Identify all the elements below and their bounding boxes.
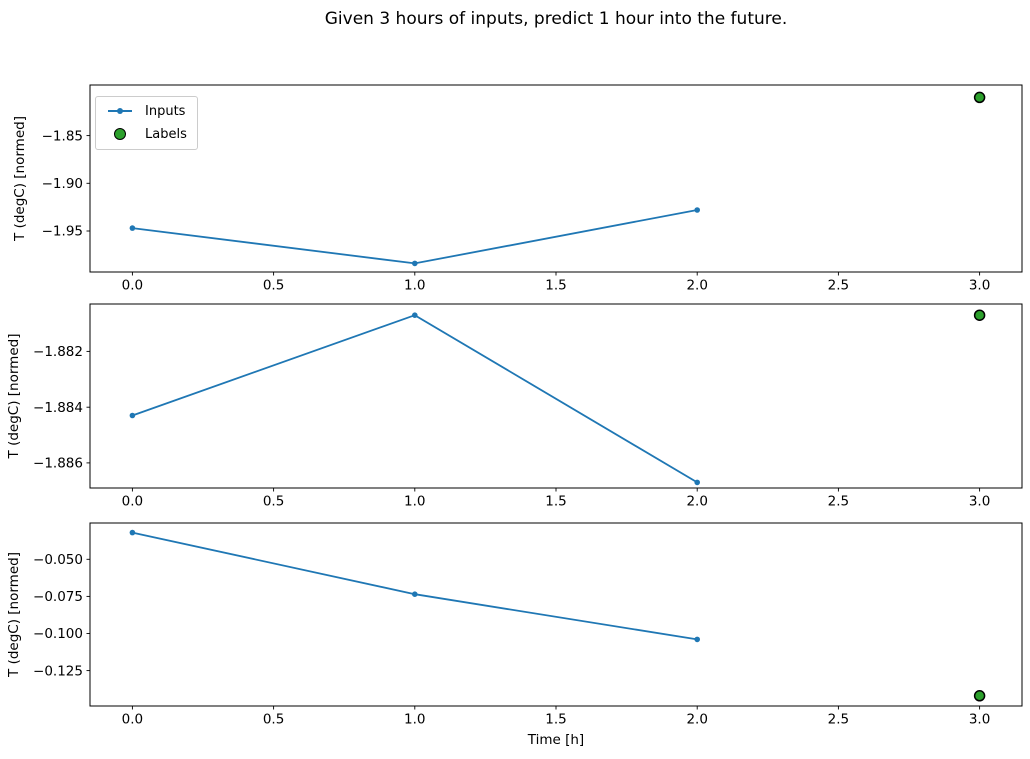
- y-tick-label: −0.050: [33, 552, 83, 568]
- y-tick-label: −1.884: [33, 400, 83, 416]
- y-tick-label: −0.125: [33, 663, 83, 679]
- legend: Inputs Labels: [95, 96, 198, 150]
- inputs-marker: [129, 529, 136, 536]
- inputs-marker: [694, 636, 700, 643]
- axes-frame: [89, 84, 1023, 273]
- filled-circle-icon: [114, 128, 126, 140]
- axes-frame: [89, 303, 1023, 489]
- x-tick-label: 0.0: [122, 712, 143, 728]
- x-tick-label: 2.5: [828, 494, 849, 510]
- subplot-3: 0.0 0.5 1.0 1.5 2.0 2.5 3.0 −0.050 −0.075 −0.100 −…: [6, 522, 1023, 748]
- x-tick-label: 2.0: [686, 712, 707, 728]
- inputs-marker: [412, 591, 418, 597]
- line-marker-icon: [108, 108, 132, 114]
- y-axis-label: T (degC) [normed]: [12, 116, 28, 242]
- x-axis-label: Time [h]: [527, 732, 584, 748]
- inputs-marker: [412, 260, 418, 267]
- x-tick-label: 1.5: [545, 494, 566, 510]
- subplot-1: 0.0 0.5 1.0 1.5 2.0 2.5 3.0 −1.85 −1.90 −1.95 T (d…: [12, 84, 1023, 294]
- y-tick-label: −1.886: [33, 456, 83, 472]
- x-tick-label: 3.0: [969, 712, 990, 728]
- labels-legend-sample: [104, 128, 136, 140]
- inputs-marker: [129, 412, 136, 419]
- x-tick-label: 3.0: [969, 278, 990, 294]
- inputs-marker: [129, 225, 136, 231]
- y-tick-label: −0.100: [33, 626, 83, 642]
- x-tick-label: 0.0: [122, 494, 143, 510]
- x-tick-label: 2.5: [828, 712, 849, 728]
- x-tick-label: 1.0: [404, 712, 425, 728]
- y-axis-label: T (degC) [normed]: [6, 334, 22, 460]
- y-axis-label: T (degC) [normed]: [6, 552, 22, 678]
- y-tick-label: −1.882: [33, 344, 83, 360]
- labels-point: [973, 309, 986, 321]
- labels-point: [973, 690, 986, 702]
- x-tick-label: 1.0: [404, 278, 425, 294]
- x-tick-label: 0.5: [263, 494, 284, 510]
- y-tick-label: −1.90: [42, 176, 83, 192]
- x-tick-label: 0.5: [263, 712, 284, 728]
- x-tick-label: 2.0: [686, 494, 707, 510]
- y-tick-label: −0.075: [33, 589, 83, 605]
- inputs-legend-sample: [104, 108, 136, 114]
- x-tick-label: 2.0: [686, 278, 707, 294]
- axes-frame: [89, 522, 1023, 707]
- x-tick-label: 1.5: [545, 712, 566, 728]
- legend-item-inputs: Inputs: [104, 102, 187, 120]
- legend-label-inputs: Inputs: [145, 103, 186, 119]
- x-tick-label: 2.5: [828, 278, 849, 294]
- labels-point: [973, 91, 986, 104]
- inputs-marker: [412, 312, 418, 319]
- subplot-2: 0.0 0.5 1.0 1.5 2.0 2.5 3.0 −1.882 −1.884 −1.886 T…: [6, 303, 1023, 510]
- x-tick-label: 0.0: [122, 278, 143, 294]
- x-tick-label: 0.5: [263, 278, 284, 294]
- y-tick-label: −1.85: [42, 128, 83, 144]
- y-tick-label: −1.95: [42, 224, 83, 240]
- inputs-line: [132, 531, 698, 641]
- x-tick-label: 1.0: [404, 494, 425, 510]
- inputs-marker: [694, 479, 700, 486]
- marker-dot-icon: [117, 108, 123, 114]
- legend-label-labels: Labels: [145, 126, 187, 142]
- legend-item-labels: Labels: [104, 125, 187, 143]
- figure-title: Given 3 hours of inputs, predict 1 hour …: [324, 9, 788, 29]
- inputs-line: [132, 314, 698, 484]
- inputs-marker: [694, 207, 700, 213]
- x-tick-label: 3.0: [969, 494, 990, 510]
- x-tick-label: 1.5: [545, 278, 566, 294]
- inputs-line: [132, 209, 698, 265]
